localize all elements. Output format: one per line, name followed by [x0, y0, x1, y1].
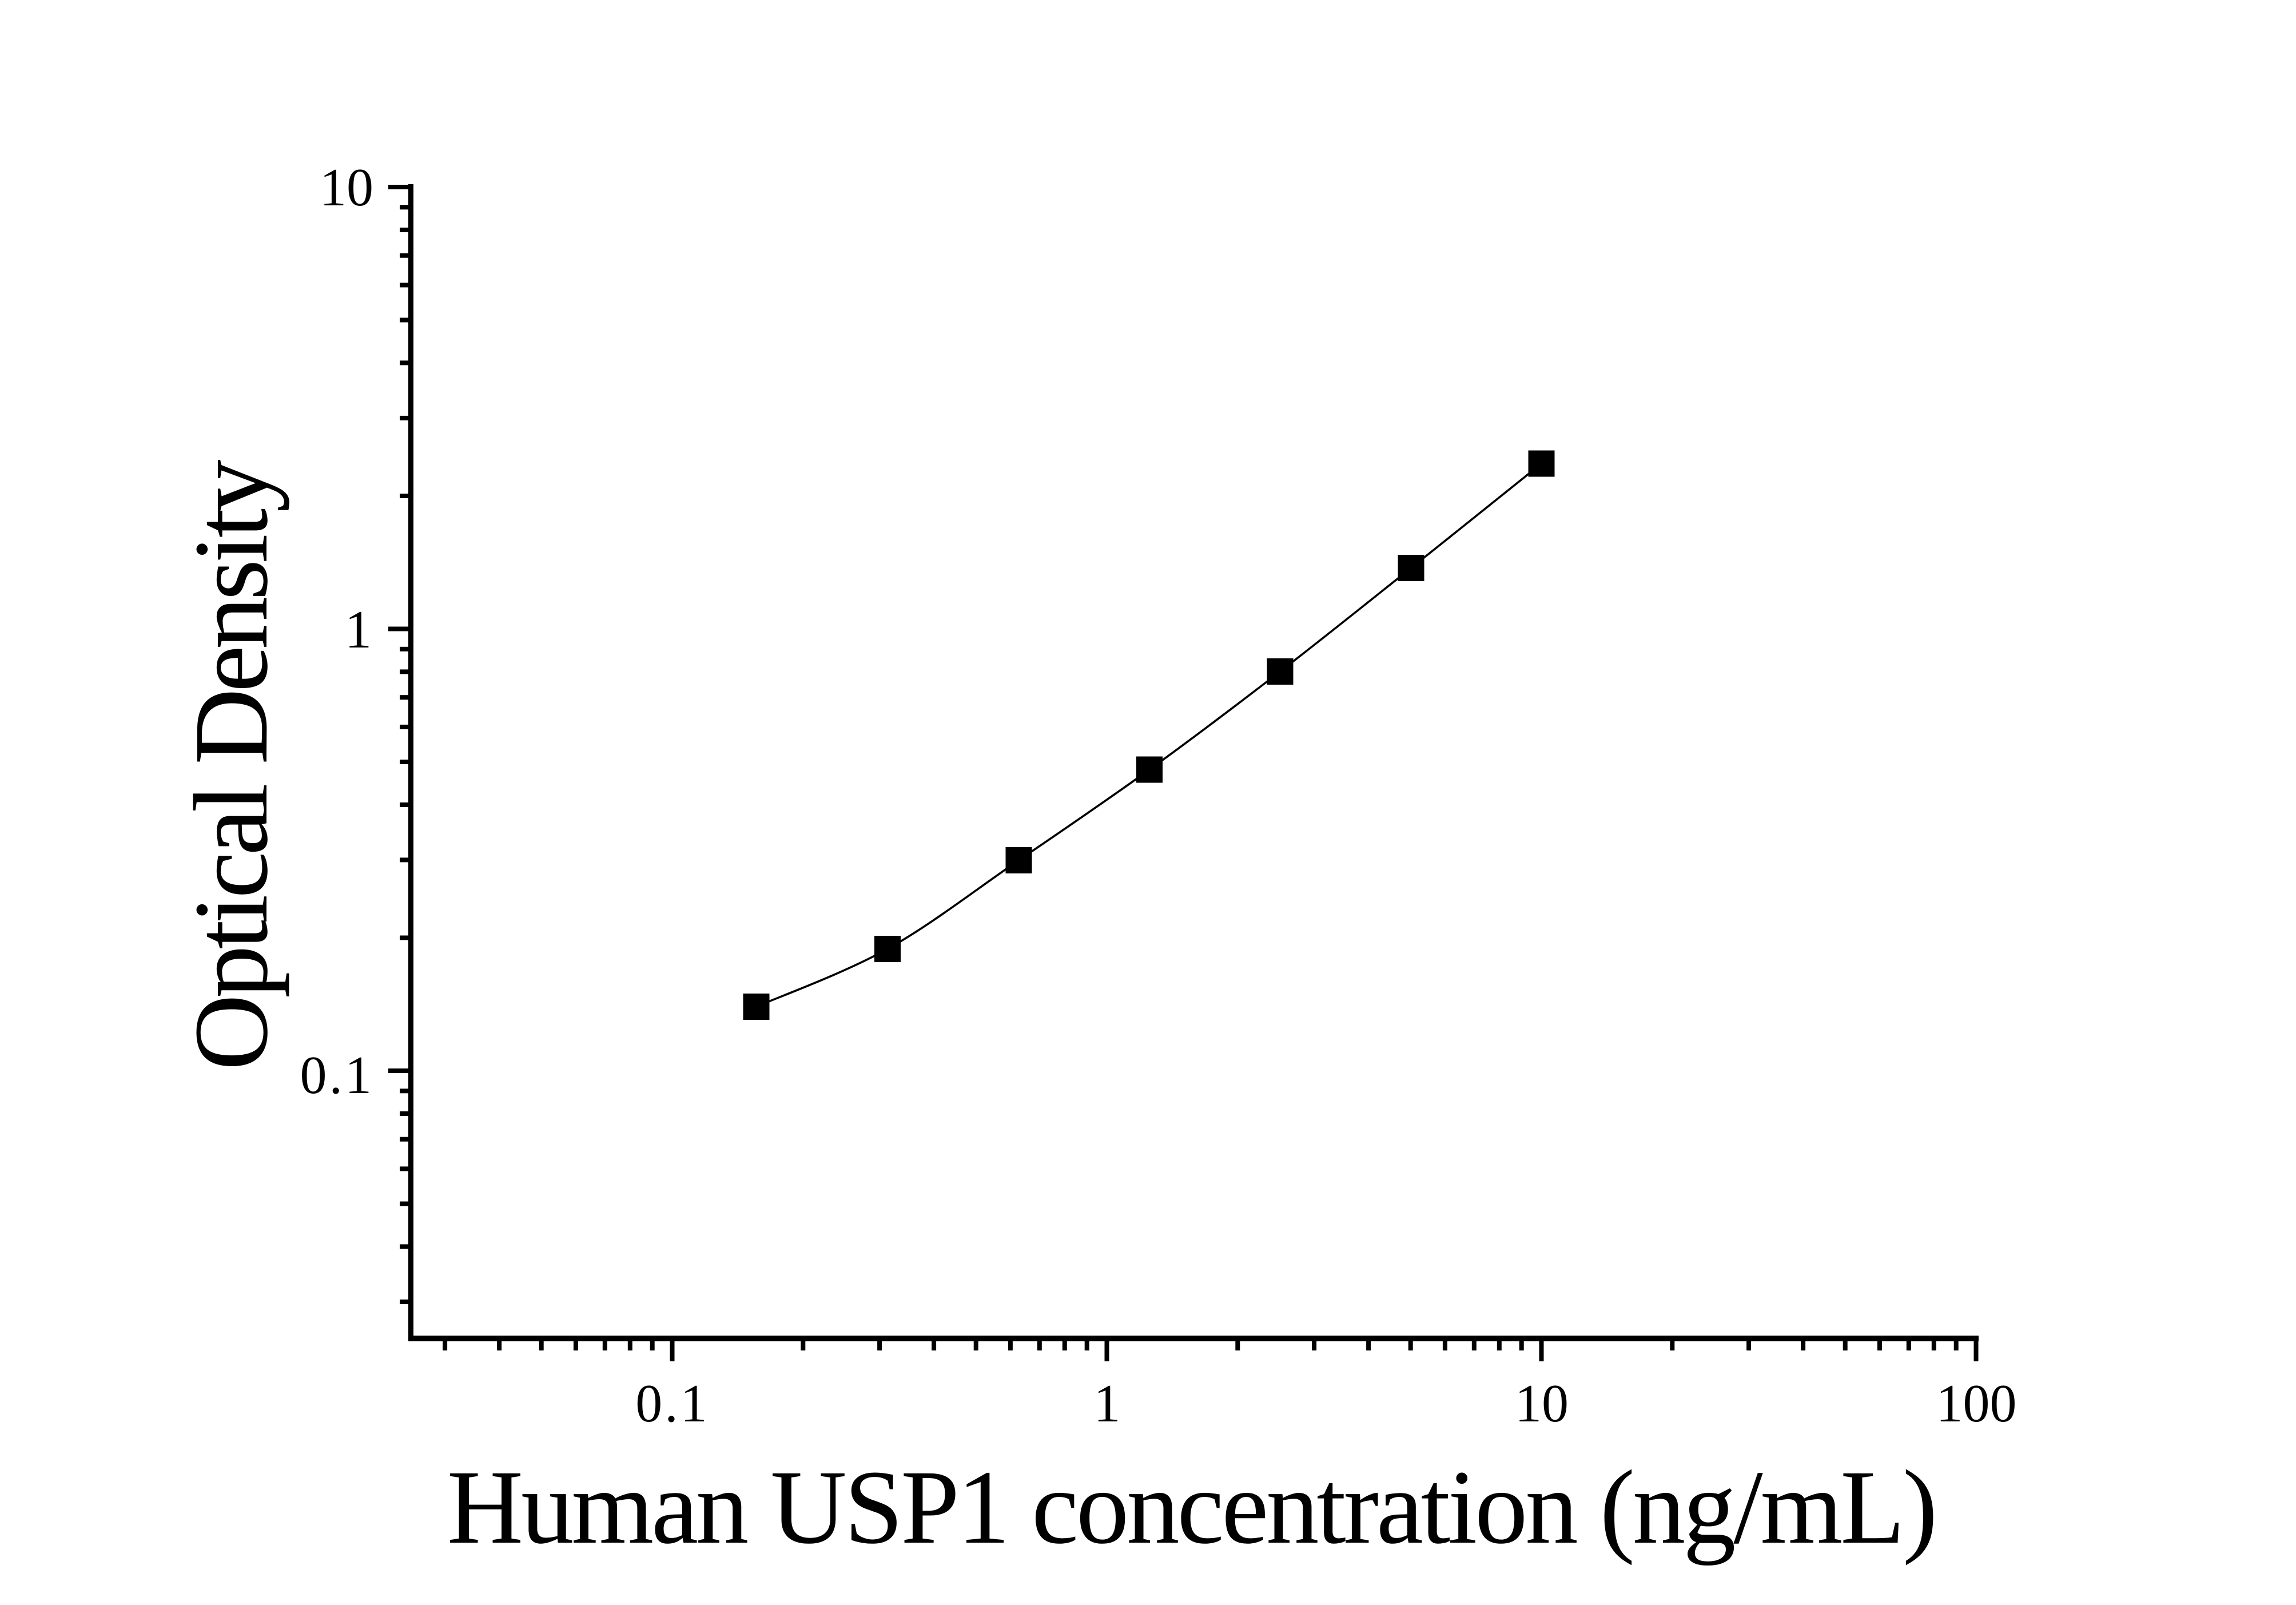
svg-text:100: 100 [1936, 1374, 2017, 1433]
svg-text:Optical Density: Optical Density [173, 460, 290, 1071]
svg-text:10: 10 [320, 158, 373, 217]
svg-text:0.1: 0.1 [300, 1046, 375, 1105]
svg-text:1: 1 [345, 600, 372, 660]
svg-text:10: 10 [1515, 1374, 1569, 1433]
svg-text:Human USP1 concentration (ng/m: Human USP1 concentration (ng/mL) [447, 1449, 1936, 1566]
svg-text:1: 1 [1094, 1374, 1121, 1433]
svg-text:0.1: 0.1 [635, 1374, 710, 1433]
